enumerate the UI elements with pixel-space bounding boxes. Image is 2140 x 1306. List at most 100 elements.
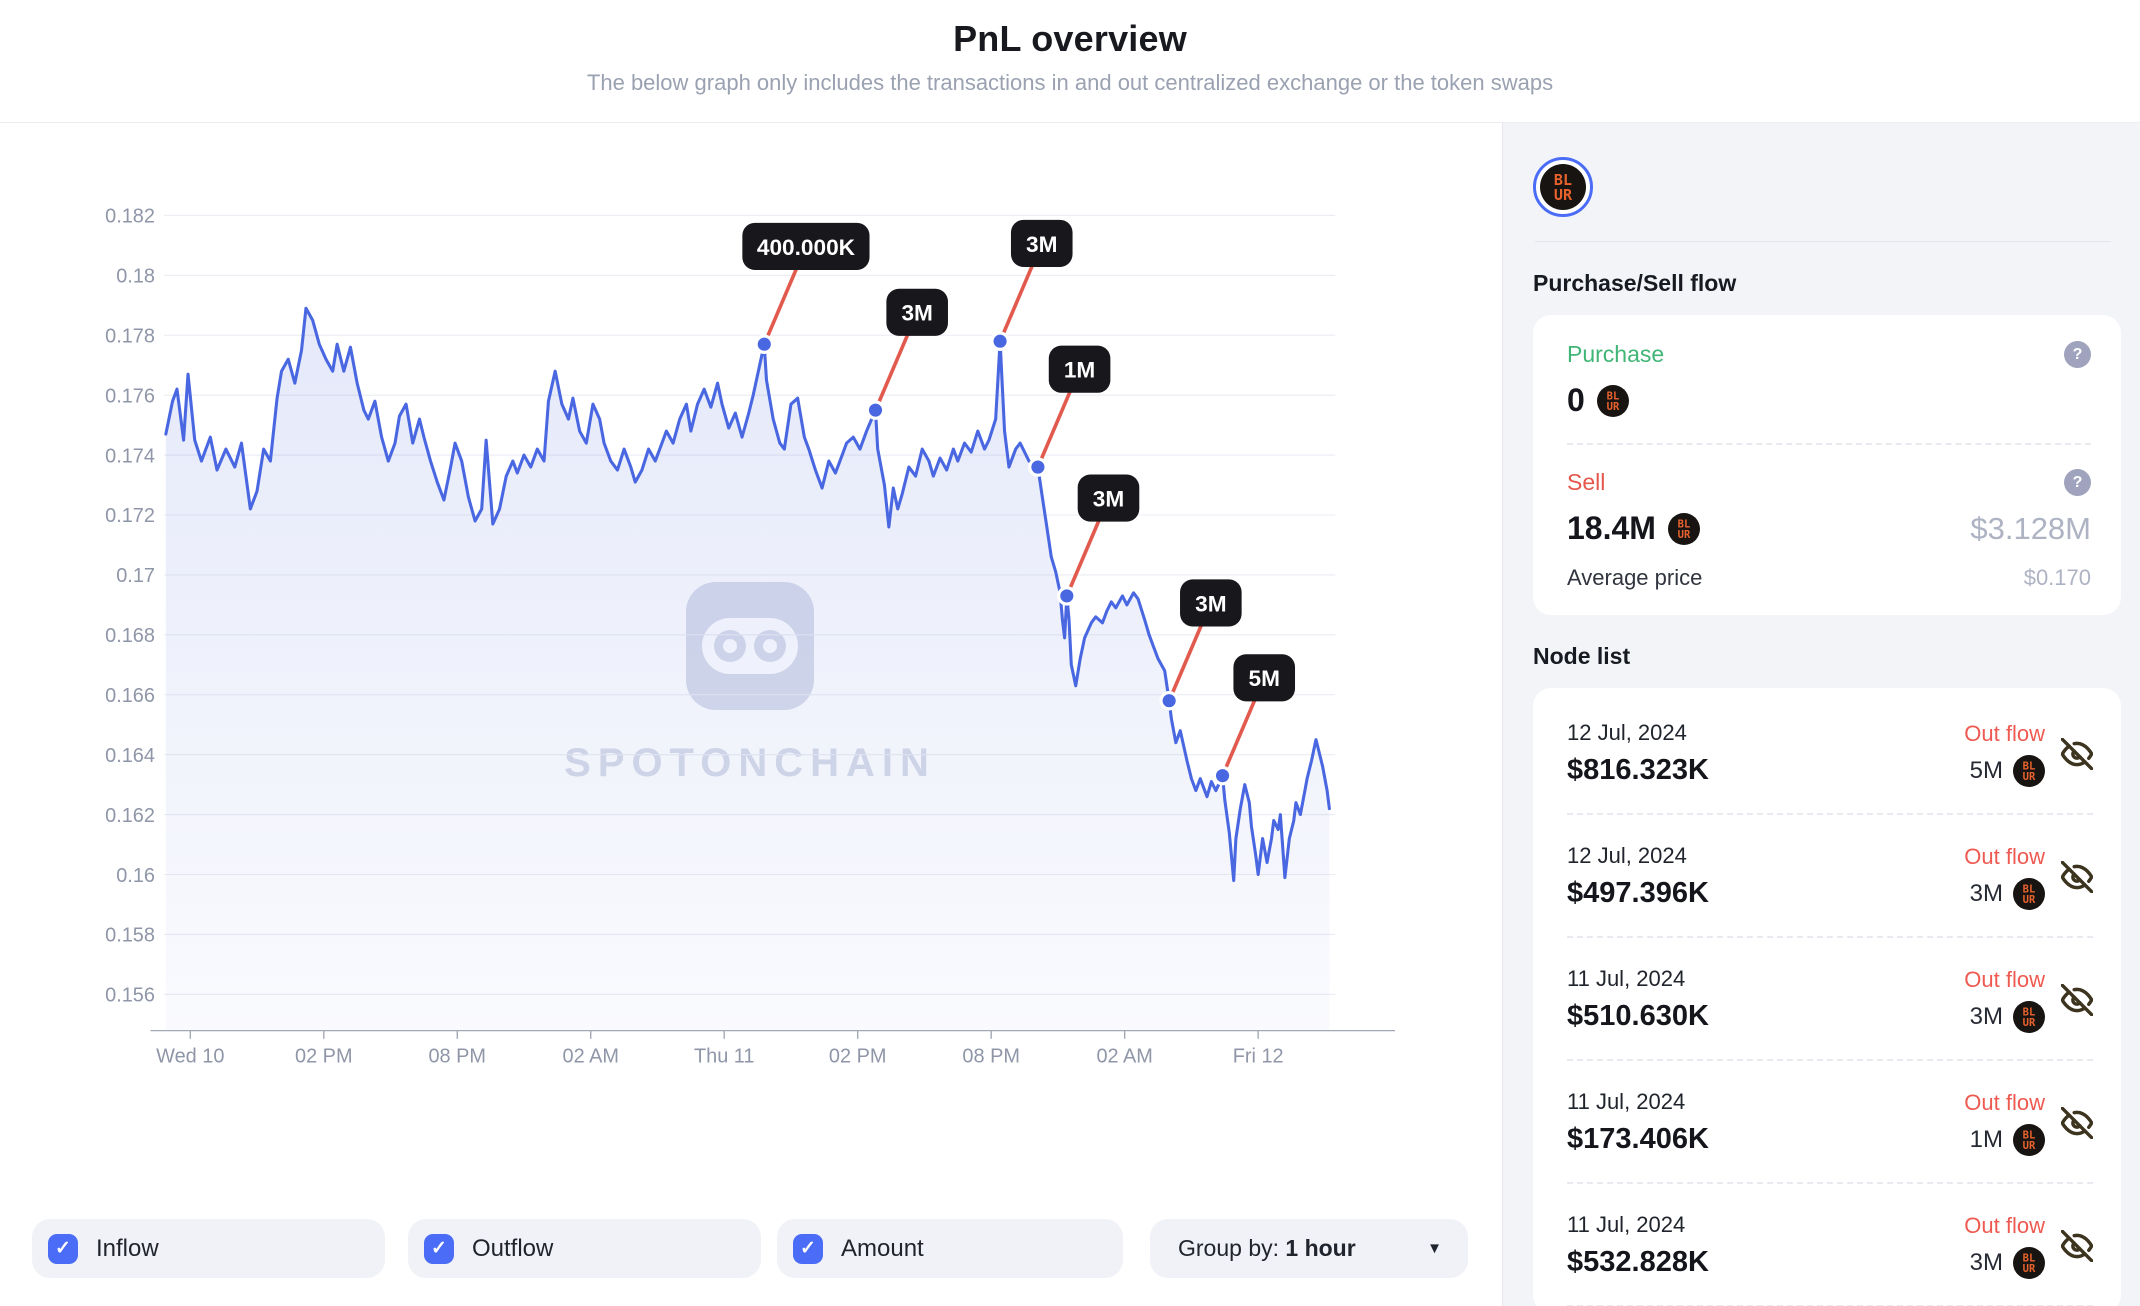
eye-off-icon[interactable]	[2061, 861, 2093, 893]
table-row[interactable]: 12 Jul, 2024 $497.396K Out flow 3M	[1567, 815, 2093, 938]
outflow-toggle[interactable]: ✓ Outflow	[408, 1219, 761, 1278]
node-amount: 5M	[1969, 756, 2003, 784]
blur-token-icon	[2013, 878, 2045, 910]
flow-section-title: Purchase/Sell flow	[1533, 270, 1737, 296]
y-tick-label: 0.17	[116, 565, 155, 587]
annotation-pill[interactable]	[1077, 474, 1140, 522]
purchase-value: 0	[1567, 382, 1585, 418]
table-row[interactable]: 11 Jul, 2024 $510.630K Out flow 3M	[1567, 938, 2093, 1061]
node-list-card: 12 Jul, 2024 $816.323K Out flow 5M 12 Ju…	[1533, 688, 2121, 1306]
blur-token-icon	[1597, 385, 1629, 417]
page-header: PnL overview The below graph only includ…	[0, 0, 2140, 123]
y-tick-label: 0.182	[105, 206, 155, 228]
group-by-dropdown[interactable]: Group by: 1 hour ▼	[1150, 1219, 1468, 1278]
annotation-dot[interactable]	[1057, 586, 1077, 606]
blur-token-icon	[1668, 513, 1700, 545]
help-icon[interactable]: ?	[2064, 469, 2091, 496]
table-row[interactable]: 11 Jul, 2024 $173.406K Out flow 1M	[1567, 1061, 2093, 1184]
group-by-value: 1 hour	[1285, 1235, 1356, 1261]
inflow-toggle[interactable]: ✓ Inflow	[32, 1219, 385, 1278]
annotation-label: 1M	[1064, 358, 1095, 383]
y-tick-label: 0.16	[116, 865, 155, 887]
node-amount: 1M	[1969, 1125, 2003, 1153]
blur-token-icon	[2013, 755, 2045, 787]
y-tick-label: 0.178	[105, 325, 155, 347]
annotation-pill[interactable]	[886, 288, 948, 336]
sell-value: 18.4M	[1567, 510, 1656, 546]
page-title: PnL overview	[953, 18, 1187, 59]
purchase-sell-card: Purchase ? 0 Sell ? 18.4M $3.128M Averag…	[1533, 315, 2121, 615]
annotation-pill[interactable]	[1048, 345, 1111, 393]
table-row[interactable]: 11 Jul, 2024 $532.828K Out flow 3M	[1567, 1184, 2093, 1306]
x-tick-label: Wed 10	[156, 1045, 224, 1067]
eye-off-icon[interactable]	[2061, 738, 2093, 770]
outflow-checkbox[interactable]: ✓	[424, 1233, 454, 1264]
annotation-label: 400.000K	[757, 235, 856, 260]
y-tick-label: 0.158	[105, 925, 155, 947]
annotation-label: 5M	[1249, 666, 1280, 691]
annotation-dot[interactable]	[1159, 691, 1179, 711]
node-direction: Out flow	[1964, 1212, 2045, 1238]
x-tick-label: Fri 12	[1233, 1045, 1284, 1067]
eye-off-icon[interactable]	[2061, 984, 2093, 1016]
y-tick-label: 0.166	[105, 685, 155, 707]
annotation-pill[interactable]	[1180, 579, 1242, 627]
node-date: 12 Jul, 2024	[1567, 843, 1687, 868]
node-amount: 3M	[1969, 1248, 2003, 1276]
blur-token-icon	[2013, 1247, 2045, 1279]
token-avatar[interactable]	[1533, 157, 1593, 217]
node-date: 11 Jul, 2024	[1567, 1212, 1686, 1237]
annotation-dot[interactable]	[1028, 457, 1048, 477]
node-direction: Out flow	[1964, 843, 2045, 869]
annotation-dot[interactable]	[754, 334, 775, 354]
annotation-pill[interactable]	[1233, 654, 1296, 702]
amount-toggle[interactable]: ✓ Amount	[777, 1219, 1123, 1278]
outflow-label: Outflow	[472, 1234, 554, 1262]
x-tick-label: 08 PM	[428, 1045, 486, 1067]
table-row[interactable]: 12 Jul, 2024 $816.323K Out flow 5M	[1567, 692, 2093, 815]
y-tick-label: 0.168	[105, 625, 155, 647]
node-usd: $532.828K	[1567, 1246, 1709, 1278]
annotation-dot[interactable]	[865, 400, 886, 420]
sell-label: Sell	[1567, 469, 1606, 495]
help-icon[interactable]: ?	[2064, 341, 2091, 368]
x-tick-label: 08 PM	[962, 1045, 1020, 1067]
y-tick-label: 0.156	[105, 985, 155, 1007]
node-usd: $510.630K	[1567, 1000, 1709, 1032]
check-icon: ✓	[431, 1238, 447, 1259]
annotation-pill[interactable]	[1010, 219, 1073, 267]
eye-off-icon[interactable]	[2061, 1230, 2093, 1262]
node-usd: $497.396K	[1567, 877, 1709, 909]
eye-off-icon[interactable]	[2061, 1107, 2093, 1139]
amount-checkbox[interactable]: ✓	[793, 1233, 823, 1264]
annotation-dot[interactable]	[990, 331, 1010, 351]
chart-panel: SPOTONCHAIN 0.1820.180.1780.1760.1740.17…	[0, 123, 1502, 1306]
y-tick-label: 0.176	[105, 385, 155, 407]
amount-label: Amount	[841, 1234, 924, 1262]
x-tick-label: 02 PM	[829, 1045, 887, 1067]
average-price-label: Average price	[1567, 565, 1703, 590]
group-by-label: Group by:	[1178, 1235, 1279, 1261]
pnl-chart[interactable]: 0.182 0.18 0.178 0.176 0.174 0.172 0.17 0.168 0.…	[0, 123, 1502, 1306]
annotation-dot[interactable]	[1212, 765, 1233, 786]
node-list-title: Node list	[1533, 643, 1631, 669]
price-area	[165, 308, 1330, 1030]
node-direction: Out flow	[1964, 1089, 2045, 1115]
x-tick-label: 02 AM	[1096, 1045, 1152, 1067]
x-tick-label: 02 AM	[563, 1045, 619, 1067]
average-price-value: $0.170	[2023, 565, 2091, 590]
check-icon: ✓	[55, 1238, 71, 1259]
blur-token-icon	[1540, 164, 1586, 210]
sidebar-divider	[1535, 241, 2111, 242]
node-direction: Out flow	[1964, 720, 2045, 746]
blur-token-icon	[2013, 1001, 2045, 1033]
sell-usd-value: $3.128M	[1970, 510, 2091, 546]
node-direction: Out flow	[1964, 966, 2045, 992]
annotation-label: 3M	[901, 301, 932, 326]
annotation-pill[interactable]	[742, 222, 870, 270]
inflow-checkbox[interactable]: ✓	[48, 1233, 78, 1264]
x-tick-label: Thu 11	[694, 1045, 755, 1067]
y-tick-label: 0.162	[105, 805, 155, 827]
price-line	[164, 306, 1331, 883]
